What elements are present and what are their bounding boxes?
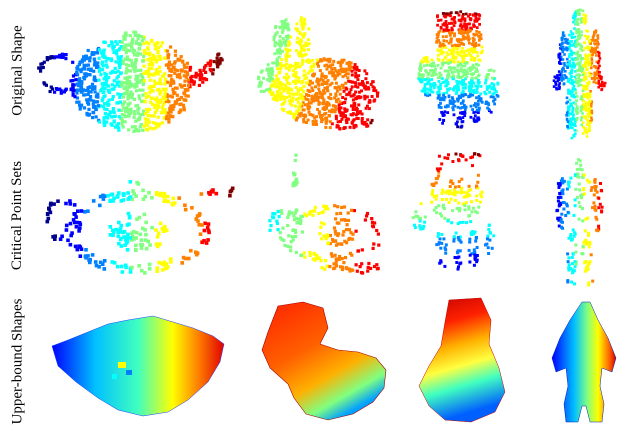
original-bunny-point-cloud <box>243 12 383 132</box>
upper-bound-human-shape <box>546 298 621 426</box>
critical-hand-point-set <box>400 145 505 280</box>
critical-teapot-point-set <box>36 160 236 280</box>
critical-bunny-point-set <box>250 150 390 285</box>
original-teapot-point-cloud <box>36 12 226 137</box>
critical-human-point-set <box>538 150 618 287</box>
original-human-point-cloud <box>538 5 618 140</box>
row-label-original-shape: Original Shape <box>9 24 26 116</box>
upper-bound-bunny-shape <box>258 298 398 426</box>
row-label-upper-bound-shapes: Upper-bound Shapes <box>9 298 26 424</box>
upper-bound-teapot-shape <box>48 310 228 420</box>
original-hand-point-cloud <box>408 5 508 135</box>
row-label-critical-point-sets: Critical Point Sets <box>9 160 26 270</box>
upper-bound-hand-shape <box>415 296 510 426</box>
